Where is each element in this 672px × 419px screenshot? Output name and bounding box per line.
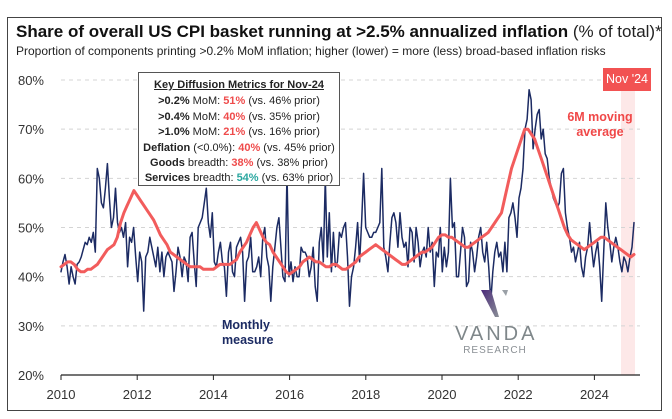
metric-prior: (vs. 45% prior)	[260, 141, 335, 154]
title-main: Share of overall US CPI basket running a…	[16, 22, 569, 41]
chart-subtitle: Proportion of components printing >0.2% …	[16, 44, 606, 58]
metric-label: >0.2%	[158, 95, 190, 108]
chart-title: Share of overall US CPI basket running a…	[16, 22, 662, 42]
metric-label-rest: breadth:	[190, 172, 237, 185]
y-axis-ticks: 20% 30% 40% 50% 60% 70% 80%	[18, 73, 44, 383]
metric-value: 40%	[223, 110, 246, 123]
metric-prior: (vs. 38% prior)	[253, 157, 328, 170]
y-tick-label: 80%	[18, 73, 44, 88]
moving-average-line	[59, 127, 636, 276]
metric-row: >0.2% MoM: 51% (vs. 46% prior)	[139, 94, 339, 109]
series-moving-average	[59, 127, 636, 276]
metric-row: >1.0% MoM: 21% (vs. 16% prior)	[139, 125, 339, 140]
annotation-monthly-line2: measure	[222, 333, 274, 347]
metric-prior: (vs. 35% prior)	[245, 110, 320, 123]
y-tick-label: 70%	[18, 122, 44, 137]
metric-label-rest: MoM:	[189, 110, 224, 123]
x-tick-label: 2024	[580, 387, 609, 402]
metric-value: 38%	[231, 157, 254, 170]
annotation-monthly-line1: Monthly	[222, 318, 270, 332]
annotation-ma-line1: 6M moving	[567, 110, 633, 124]
y-tick-label: 30%	[18, 319, 44, 334]
title-suffix: (% of total)*	[572, 22, 662, 41]
metric-row: Deflation (<0.0%): 40% (vs. 45% prior)	[139, 141, 339, 156]
metric-row: >0.4% MoM: 40% (vs. 35% prior)	[139, 110, 339, 125]
metrics-box: Key Diffusion Metrics for Nov-24 >0.2% M…	[138, 72, 340, 186]
metric-label: >1.0%	[158, 126, 190, 139]
metric-label: Goods	[150, 157, 185, 170]
metrics-heading: Key Diffusion Metrics for Nov-24	[154, 79, 324, 91]
metric-value: 40%	[238, 141, 261, 154]
y-tick-label: 60%	[18, 171, 44, 186]
metric-label-rest: MoM:	[189, 95, 224, 108]
metric-label-rest: (<0.0%):	[190, 141, 239, 154]
logo-name: VANDA	[455, 323, 538, 345]
x-tick-label: 2020	[428, 387, 457, 402]
series-monthly	[60, 89, 635, 312]
x-tick-label: 2016	[275, 387, 304, 402]
metric-value: 51%	[223, 95, 246, 108]
metric-label: Deflation	[143, 141, 191, 154]
highlight-band	[621, 68, 635, 375]
vanda-logo: VANDA RESEARCH	[455, 290, 535, 357]
y-tick-label: 20%	[18, 368, 44, 383]
x-tick-label: 2012	[123, 387, 152, 402]
annotation-ma-line2: average	[576, 125, 624, 139]
metric-row: Goods breadth: 38% (vs. 38% prior)	[139, 156, 339, 171]
annotation-moving-average: 6M moving average	[565, 110, 635, 140]
monthly-line	[60, 89, 635, 312]
x-tick-label: 2018	[351, 387, 380, 402]
annotation-monthly: Monthly measure	[222, 318, 273, 348]
metric-label: Services	[144, 172, 191, 185]
metric-label-rest: MoM:	[189, 126, 224, 139]
highlight-label: Nov '24	[603, 68, 651, 91]
x-tick-label: 2014	[199, 387, 228, 402]
metric-value: 54%	[236, 172, 259, 185]
metric-value: 21%	[223, 126, 246, 139]
metric-row: Services breadth: 54% (vs. 63% prior)	[139, 171, 339, 186]
metric-prior: (vs. 63% prior)	[258, 172, 334, 185]
x-axis: 2010 2012 2014 2016 2018 2020 2022 2024	[47, 374, 640, 402]
metric-label: >0.4%	[158, 110, 190, 123]
y-tick-label: 50%	[18, 221, 44, 236]
metric-prior: (vs. 16% prior)	[245, 126, 320, 139]
x-tick-label: 2022	[504, 387, 533, 402]
metric-label-rest: breadth:	[184, 157, 232, 170]
metric-prior: (vs. 46% prior)	[245, 95, 320, 108]
vanda-v-icon	[481, 290, 508, 317]
y-tick-label: 40%	[18, 270, 44, 285]
logo-sub: RESEARCH	[463, 345, 527, 356]
x-tick-label: 2010	[47, 387, 76, 402]
